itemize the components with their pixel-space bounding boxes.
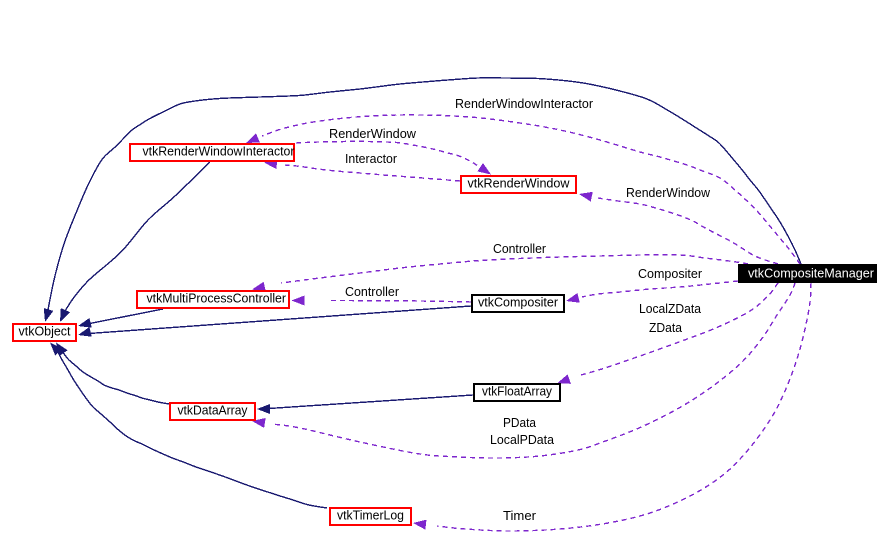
svg-text:vtkFloatArray: vtkFloatArray <box>482 384 552 399</box>
svg-text:Controller: Controller <box>493 241 547 256</box>
svg-text:vtkTimerLog: vtkTimerLog <box>337 508 404 523</box>
svg-text:vtkCompositer: vtkCompositer <box>478 295 559 310</box>
svg-text:LocalPData: LocalPData <box>490 432 555 447</box>
svg-text:vtkDataArray: vtkDataArray <box>178 403 248 418</box>
svg-text:vtkCompositeManager: vtkCompositeManager <box>748 266 875 281</box>
svg-text:vtkMultiProcessController: vtkMultiProcessController <box>147 291 287 306</box>
svg-text:vtkRenderWindowInteractor: vtkRenderWindowInteractor <box>143 144 296 159</box>
svg-text:Timer: Timer <box>503 508 537 523</box>
svg-text:vtkRenderWindow: vtkRenderWindow <box>468 176 571 191</box>
svg-text:PData: PData <box>503 415 537 430</box>
svg-text:Controller: Controller <box>345 284 400 299</box>
svg-text:RenderWindow: RenderWindow <box>626 185 711 200</box>
svg-text:RenderWindowInteractor: RenderWindowInteractor <box>455 96 594 111</box>
svg-text:vtkObject: vtkObject <box>19 324 71 339</box>
svg-text:Interactor: Interactor <box>345 151 398 166</box>
svg-text:RenderWindow: RenderWindow <box>329 126 417 141</box>
svg-text:ZData: ZData <box>649 320 683 335</box>
svg-text:Compositer: Compositer <box>638 266 703 281</box>
svg-text:LocalZData: LocalZData <box>639 301 702 316</box>
